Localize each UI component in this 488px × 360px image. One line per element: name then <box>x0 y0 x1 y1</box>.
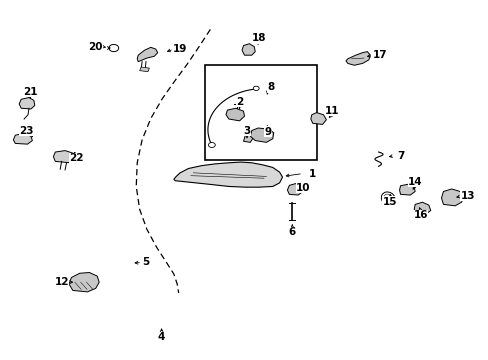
Polygon shape <box>13 134 32 144</box>
Text: 17: 17 <box>372 50 386 60</box>
Text: 10: 10 <box>295 183 309 193</box>
Text: 16: 16 <box>413 210 427 220</box>
Text: 13: 13 <box>460 191 474 201</box>
Polygon shape <box>140 67 149 72</box>
Polygon shape <box>413 202 430 214</box>
Text: 20: 20 <box>88 42 103 51</box>
Bar <box>204 65 316 160</box>
Text: 8: 8 <box>267 82 274 93</box>
Text: 5: 5 <box>142 257 149 267</box>
Text: 23: 23 <box>19 126 33 135</box>
Ellipse shape <box>381 192 395 205</box>
Polygon shape <box>287 184 303 195</box>
Polygon shape <box>250 128 273 142</box>
Polygon shape <box>173 162 282 187</box>
Text: 12: 12 <box>54 277 69 287</box>
Text: 7: 7 <box>396 150 404 161</box>
Polygon shape <box>243 130 253 142</box>
Ellipse shape <box>383 194 392 203</box>
Text: 9: 9 <box>264 127 271 136</box>
Circle shape <box>109 44 119 51</box>
Text: 22: 22 <box>69 153 83 163</box>
Polygon shape <box>225 108 244 121</box>
Polygon shape <box>441 189 463 206</box>
Polygon shape <box>69 273 99 292</box>
Text: 2: 2 <box>236 97 243 107</box>
Text: 1: 1 <box>308 168 316 179</box>
Text: 3: 3 <box>243 126 250 135</box>
Polygon shape <box>53 150 75 163</box>
Text: 21: 21 <box>22 87 37 97</box>
Polygon shape <box>19 98 35 109</box>
Text: 11: 11 <box>325 106 339 116</box>
Polygon shape <box>399 184 414 195</box>
Text: 14: 14 <box>407 177 422 187</box>
Polygon shape <box>242 44 255 55</box>
Text: 6: 6 <box>288 227 295 237</box>
Text: 18: 18 <box>251 33 266 43</box>
Polygon shape <box>310 113 326 125</box>
Text: 4: 4 <box>158 332 165 342</box>
Circle shape <box>253 86 259 90</box>
Circle shape <box>208 143 215 148</box>
Text: 19: 19 <box>173 44 187 54</box>
Polygon shape <box>137 47 158 62</box>
Polygon shape <box>345 51 369 65</box>
Text: 15: 15 <box>382 197 396 207</box>
